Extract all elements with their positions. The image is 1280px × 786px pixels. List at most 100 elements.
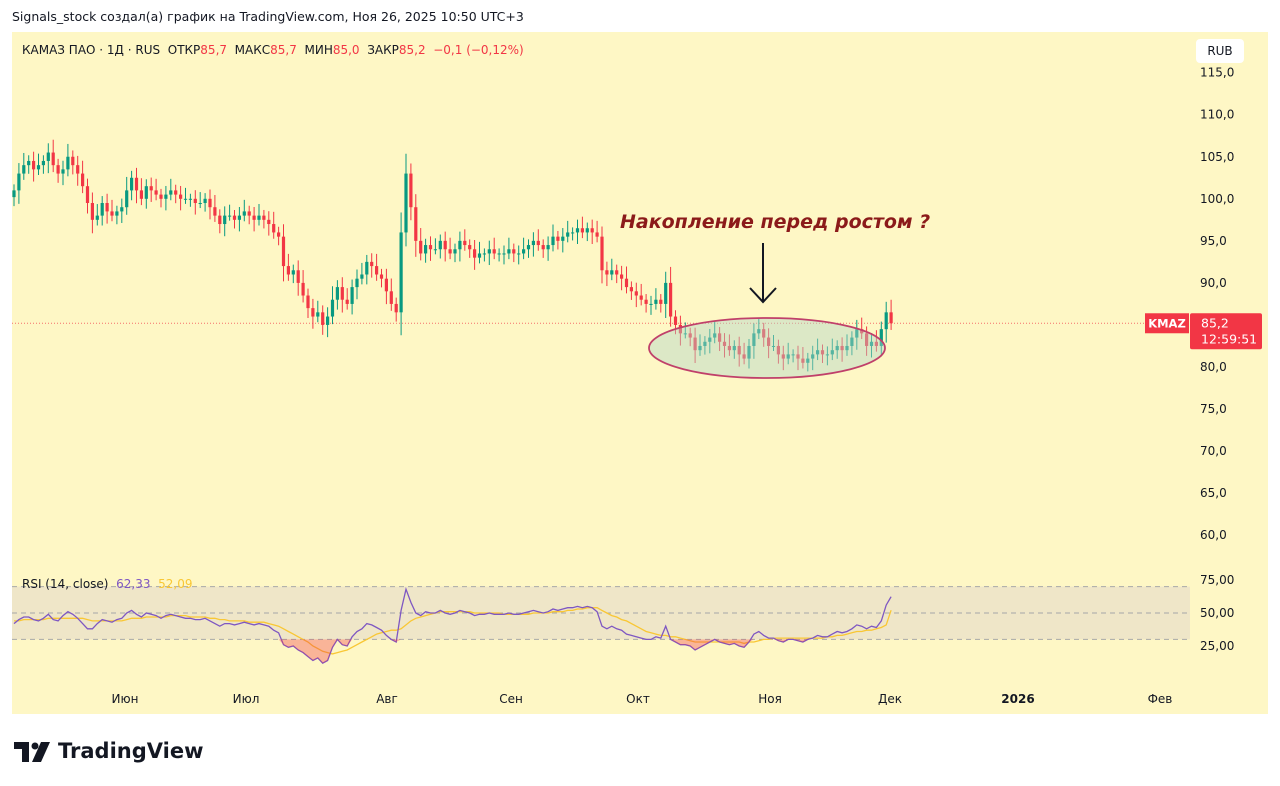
candle-body — [879, 329, 883, 346]
candle-body — [247, 211, 251, 216]
y-tick-label: 110,0 — [1200, 108, 1234, 122]
candle — [517, 245, 521, 265]
candle — [370, 253, 374, 278]
candle-body — [664, 282, 668, 304]
candle-body — [747, 345, 751, 359]
candle-body — [605, 270, 609, 275]
candle — [580, 216, 584, 239]
candle-body — [56, 165, 60, 174]
candle-body — [561, 236, 565, 241]
candle — [546, 236, 550, 261]
candle-body — [321, 312, 325, 325]
candle — [526, 239, 531, 258]
candle-body — [169, 190, 173, 195]
candle — [27, 155, 31, 174]
candle — [414, 194, 418, 257]
candle — [811, 345, 815, 371]
candle-body — [678, 324, 682, 334]
candle-body — [649, 303, 653, 305]
candle — [399, 212, 403, 336]
candle-body — [340, 287, 344, 300]
candle-body — [208, 198, 212, 208]
candle — [531, 232, 535, 257]
candle — [179, 185, 183, 211]
candle — [869, 333, 874, 358]
candle-body — [130, 177, 134, 191]
candle — [301, 270, 305, 303]
candle-body — [448, 249, 452, 254]
candle-body — [443, 240, 447, 250]
candle-body — [473, 249, 477, 258]
candle-body — [566, 232, 570, 237]
candle — [703, 336, 707, 355]
candle-body — [835, 345, 839, 351]
symbol-name: КАМАЗ ПАО · 1Д · RUS — [22, 43, 161, 57]
low-label: МИН — [304, 43, 333, 57]
candle-body — [752, 333, 756, 346]
x-tick-label: 2026 — [1001, 692, 1034, 706]
rsi-legend: RSI (14, close) 62,33 52,09 — [22, 577, 192, 591]
candle-body — [32, 160, 36, 170]
candle-body — [203, 198, 207, 204]
candle-body — [365, 261, 369, 275]
candle-body — [757, 329, 761, 334]
candle-body — [115, 211, 119, 216]
candle-body — [884, 312, 888, 330]
candle — [458, 231, 462, 262]
ticker-tag — [1145, 313, 1189, 334]
candle — [678, 315, 682, 346]
candle-body — [698, 345, 702, 351]
candle — [12, 184, 16, 207]
candle — [242, 199, 246, 222]
candle — [825, 346, 829, 366]
candle-body — [585, 228, 589, 233]
candle-body — [257, 215, 261, 220]
candle — [806, 352, 810, 372]
candle-body — [629, 287, 633, 292]
candle — [541, 239, 545, 258]
candle-body — [732, 345, 736, 351]
candle-body — [144, 186, 148, 199]
candle — [835, 340, 839, 359]
candle — [46, 143, 50, 174]
candle — [335, 280, 339, 310]
currency-badge[interactable]: RUB — [1196, 39, 1244, 63]
candle — [345, 288, 349, 310]
candle-body — [816, 350, 820, 355]
candle — [624, 266, 629, 294]
candle — [296, 260, 300, 296]
candle — [482, 248, 486, 262]
y-tick-label: 95,0 — [1200, 234, 1227, 248]
candle-body — [811, 354, 815, 359]
rsi-oversold-fill — [278, 639, 808, 664]
x-tick-label: Июл — [233, 692, 260, 706]
candle — [76, 155, 80, 186]
candle-body — [174, 190, 178, 195]
candle-body — [502, 253, 506, 255]
tradingview-logo[interactable]: TradingView — [14, 739, 203, 763]
candle-body — [71, 156, 75, 166]
candle — [575, 219, 580, 245]
candle-body — [850, 337, 854, 346]
candle-body — [673, 316, 678, 325]
candle-body — [840, 345, 844, 351]
candle-body — [536, 240, 540, 246]
candle-body — [781, 354, 785, 359]
candle-body — [786, 354, 790, 359]
candle-body — [100, 203, 104, 216]
candle — [36, 153, 41, 176]
candle-body — [438, 240, 442, 250]
y-tick-label: 65,0 — [1200, 486, 1227, 500]
candle — [492, 237, 496, 260]
candle — [718, 327, 722, 352]
y-tick-label: 70,0 — [1200, 444, 1227, 458]
candle — [247, 205, 251, 225]
candle-body — [433, 249, 437, 251]
candle — [125, 176, 129, 215]
annotation-arrow-head — [749, 287, 777, 304]
candle — [463, 229, 467, 251]
candle — [850, 331, 854, 356]
candle — [306, 288, 310, 319]
candle-body — [767, 337, 771, 346]
